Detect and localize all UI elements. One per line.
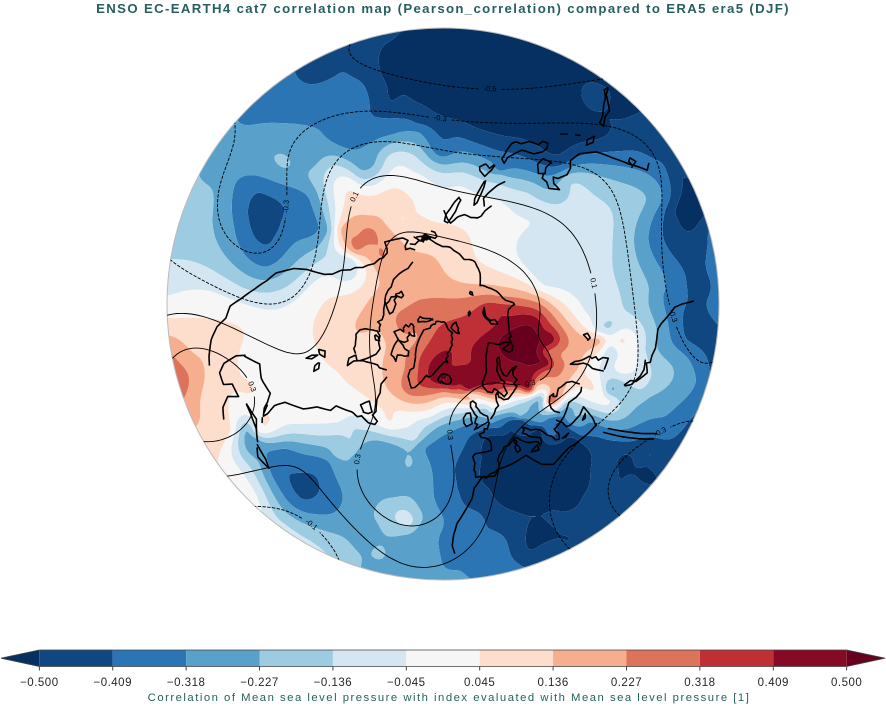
svg-text:0.3: 0.3 xyxy=(246,380,258,393)
svg-text:−0.227: −0.227 xyxy=(240,677,279,689)
svg-text:−0.318: −0.318 xyxy=(167,677,206,689)
svg-text:0.409: 0.409 xyxy=(758,677,789,689)
svg-text:0.136: 0.136 xyxy=(537,677,568,689)
svg-text:0.3: 0.3 xyxy=(352,453,363,465)
svg-text:0.500: 0.500 xyxy=(831,677,862,689)
svg-text:0.227: 0.227 xyxy=(611,677,642,689)
svg-text:0.3: 0.3 xyxy=(524,378,536,389)
svg-text:−0.136: −0.136 xyxy=(314,677,353,689)
svg-text:-0.3: -0.3 xyxy=(433,113,447,124)
svg-text:-0.5: -0.5 xyxy=(484,84,497,93)
svg-text:0.318: 0.318 xyxy=(684,677,715,689)
svg-text:−0.500: −0.500 xyxy=(20,677,59,689)
svg-text:-0.3: -0.3 xyxy=(281,200,291,213)
svg-text:0.1: 0.1 xyxy=(588,277,599,289)
svg-text:0.1: 0.1 xyxy=(348,190,361,203)
svg-text:0.045: 0.045 xyxy=(464,677,495,689)
svg-text:−0.409: −0.409 xyxy=(93,677,132,689)
svg-text:−0.045: −0.045 xyxy=(387,677,426,689)
svg-text:ENSO EC-EARTH4 cat7 correlatio: ENSO EC-EARTH4 cat7 correlation map (Pea… xyxy=(96,1,790,16)
svg-text:0.3: 0.3 xyxy=(445,429,455,440)
svg-text:Correlation of Mean sea level: Correlation of Mean sea level pressure w… xyxy=(148,692,751,704)
